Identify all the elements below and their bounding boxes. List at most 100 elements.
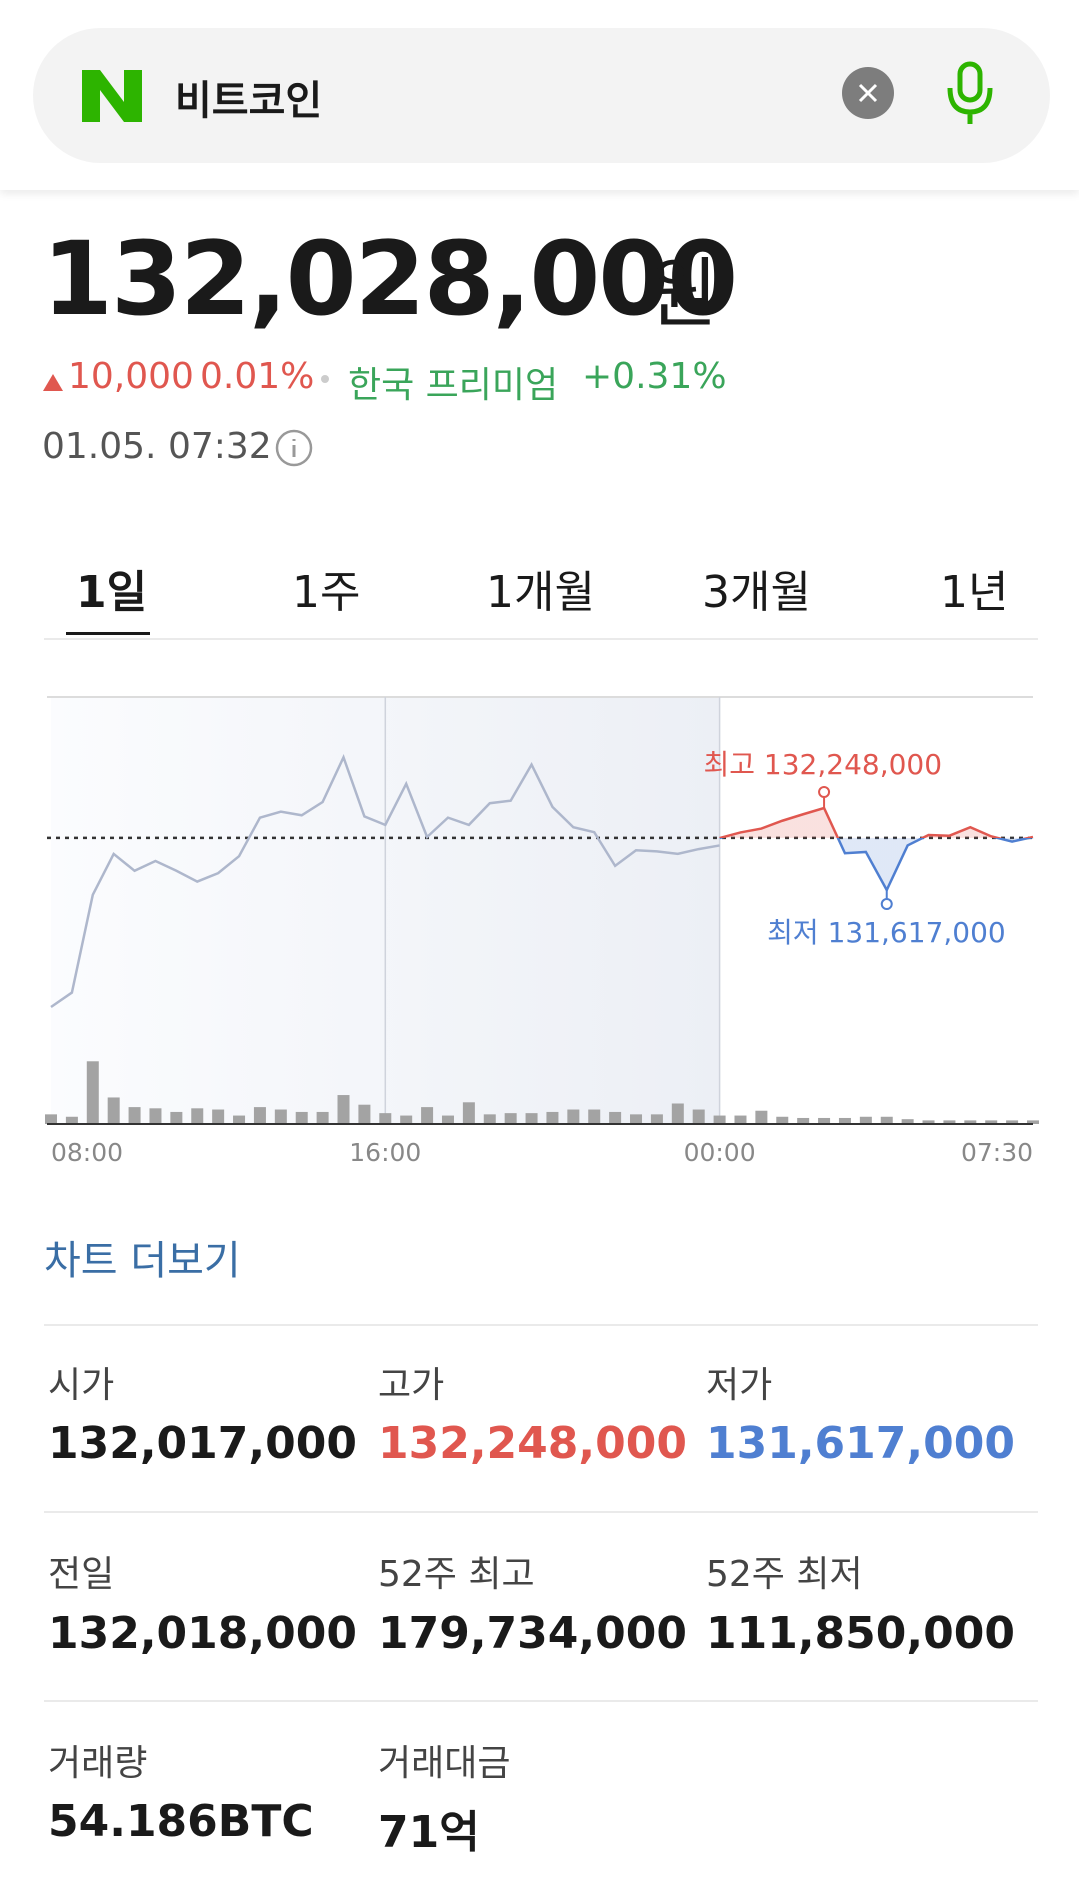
- x-tick-label: 16:00: [349, 1138, 421, 1167]
- chart: 최고 132,248,000 최저 131,617,000 08:00 16:00 00…: [45, 696, 1039, 1167]
- premium: +0.31%: [582, 356, 727, 397]
- stat-value: 71억: [378, 1807, 480, 1858]
- stat-value: 111,850,000: [706, 1608, 1015, 1659]
- volume-bar: [985, 1120, 998, 1124]
- volume-bar: [86, 1061, 99, 1124]
- tab[interactable]: 1주: [292, 567, 361, 618]
- volume-bar: [233, 1115, 246, 1124]
- volume-bar: [1006, 1120, 1019, 1124]
- volume-bar: [734, 1115, 747, 1124]
- x-tick-label: 08:00: [51, 1138, 123, 1167]
- search-query[interactable]: 비트코인: [175, 78, 323, 124]
- stat-value: 179,734,000: [378, 1608, 687, 1659]
- timestamp: 01.05. 07:32: [42, 426, 272, 467]
- divider: [44, 1324, 1038, 1326]
- stat-label: 거래량: [48, 1743, 148, 1784]
- volume-bar: [295, 1111, 308, 1124]
- divider: [44, 1511, 1038, 1513]
- volume-bar: [65, 1116, 78, 1124]
- volume-bar: [546, 1111, 559, 1124]
- volume-bar: [838, 1117, 851, 1124]
- low-label: 최저 131,617,000: [767, 916, 1006, 949]
- tab[interactable]: 1개월: [486, 567, 595, 618]
- high-label: 최고 132,248,000: [704, 748, 943, 781]
- volume-bar: [191, 1108, 204, 1124]
- volume-bar: [567, 1109, 580, 1124]
- volume-bar: [922, 1120, 935, 1124]
- volume-bar: [588, 1109, 601, 1124]
- volume-bar: [818, 1117, 831, 1124]
- volume-bar: [107, 1097, 120, 1124]
- volume-bar: [462, 1102, 475, 1124]
- stat-value: 54.186BTC: [48, 1796, 314, 1847]
- naver-logo[interactable]: [80, 68, 144, 124]
- volume-bar: [797, 1117, 810, 1124]
- price: 132,028,000: [42, 220, 738, 339]
- volume-bar: [421, 1107, 434, 1124]
- tab[interactable]: 1년: [940, 567, 1009, 618]
- area: [719, 808, 1033, 891]
- change-percent: 0.01%: [200, 356, 315, 397]
- volume-bar: [1027, 1120, 1039, 1124]
- volume-bar: [45, 1114, 57, 1124]
- volume-bar: [609, 1111, 622, 1124]
- price-line: [719, 806, 1034, 893]
- stat-label: 저가: [706, 1365, 773, 1406]
- volume-bar: [692, 1109, 705, 1124]
- price-line: [50, 754, 720, 1009]
- tab-underline: [66, 632, 150, 635]
- volume-bar: [671, 1103, 684, 1124]
- info-icon[interactable]: [274, 428, 314, 468]
- volume-bar: [630, 1114, 643, 1124]
- volume-bar: [776, 1116, 789, 1124]
- volume-bar: [964, 1120, 977, 1124]
- stat-label: 고가: [378, 1365, 445, 1406]
- stat-value: 131,617,000: [706, 1418, 1015, 1469]
- volume-bar: [274, 1109, 287, 1124]
- divider: [44, 1700, 1038, 1702]
- stat-label: 전일: [48, 1554, 115, 1595]
- premium-label: 한국 프리미엄: [348, 365, 559, 406]
- more-chart-link[interactable]: 차트 더보기: [44, 1238, 241, 1284]
- volume-bar: [358, 1104, 371, 1124]
- volume-bar: [149, 1108, 162, 1124]
- volume-bar: [859, 1116, 872, 1124]
- volume-bar: [379, 1113, 392, 1124]
- volume-bar: [755, 1110, 768, 1124]
- x-tick-label: 00:00: [684, 1138, 756, 1167]
- stat-value: 132,248,000: [378, 1418, 687, 1469]
- divider: [44, 638, 1038, 640]
- x-tick-label: 07:30: [961, 1138, 1033, 1167]
- voice-button[interactable]: [940, 60, 1000, 130]
- volume-bar: [504, 1113, 517, 1124]
- low-marker: [880, 898, 893, 911]
- volume-bar: [483, 1114, 496, 1124]
- stat-label: 52주 최저: [706, 1554, 863, 1595]
- stat-label: 거래대금: [378, 1743, 511, 1784]
- price-unit: 원: [648, 249, 718, 338]
- stat-value: 132,018,000: [48, 1608, 357, 1659]
- volume-bar: [400, 1115, 413, 1124]
- separator-dot: [321, 375, 329, 383]
- high-marker: [818, 786, 831, 799]
- clear-button[interactable]: [841, 66, 895, 120]
- volume-bar: [880, 1116, 893, 1124]
- volume-bar: [650, 1114, 663, 1124]
- tab[interactable]: 3개월: [702, 567, 811, 618]
- volume-bar: [525, 1113, 538, 1124]
- volume-bar: [170, 1111, 183, 1124]
- stat-label: 52주 최고: [378, 1554, 535, 1595]
- volume-bar: [212, 1109, 225, 1124]
- volume-bar: [713, 1115, 726, 1124]
- tab-active[interactable]: 1일: [76, 567, 148, 618]
- volume-bar: [128, 1107, 141, 1124]
- volume-bar: [316, 1111, 329, 1124]
- search-header: 비트코인: [0, 0, 1079, 190]
- up-arrow: [43, 374, 63, 391]
- volume-bar: [253, 1107, 266, 1124]
- volume-bar: [337, 1095, 350, 1124]
- stat-label: 시가: [48, 1365, 115, 1406]
- volume-bar: [943, 1120, 956, 1124]
